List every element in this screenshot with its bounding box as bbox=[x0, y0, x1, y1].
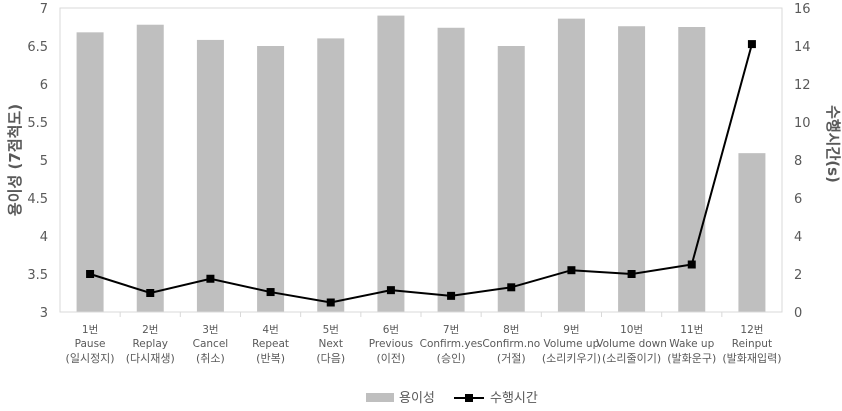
line-point-7 bbox=[447, 291, 456, 300]
x-label-number: 8번 bbox=[503, 324, 519, 336]
line-point-9 bbox=[567, 266, 576, 275]
x-label-name: Replay bbox=[132, 338, 168, 350]
bar-6 bbox=[377, 15, 405, 312]
bar-3 bbox=[196, 39, 224, 313]
legend: 용이성 수행시간 bbox=[366, 390, 538, 406]
legend-line-marker bbox=[465, 394, 473, 402]
x-label-number: 6번 bbox=[383, 324, 399, 336]
x-label-number: 4번 bbox=[262, 324, 278, 336]
line-series-path bbox=[89, 43, 753, 304]
left-tick-label: 4 bbox=[40, 230, 48, 245]
line-series-group bbox=[86, 40, 756, 307]
bar-series-group bbox=[76, 15, 766, 313]
bar-5 bbox=[317, 38, 345, 313]
bar-11 bbox=[678, 27, 706, 312]
x-label-name: Cancel bbox=[193, 338, 229, 350]
right-tick-label: 0 bbox=[794, 306, 802, 321]
bar-7 bbox=[437, 27, 465, 312]
plot-frame bbox=[59, 7, 783, 317]
x-label-korean: (소리줄이기) bbox=[602, 352, 661, 365]
legend-bar-swatch bbox=[366, 393, 394, 402]
bar-12 bbox=[738, 153, 766, 312]
x-label-name: Confirm.yes bbox=[420, 338, 483, 350]
right-tick-label: 2 bbox=[794, 268, 802, 283]
right-tick-label: 16 bbox=[794, 2, 811, 17]
x-label-korean: (승인) bbox=[437, 352, 466, 365]
x-label-korean: (다시재생) bbox=[126, 352, 175, 365]
x-label-number: 3번 bbox=[202, 324, 218, 336]
x-label-korean: (발화운구) bbox=[667, 352, 716, 365]
right-tick-label: 8 bbox=[794, 154, 802, 169]
x-label-korean: (이전) bbox=[377, 352, 406, 365]
left-tick-label: 3 bbox=[40, 306, 48, 321]
right-tick-label: 14 bbox=[794, 40, 811, 55]
left-tick-label: 6.5 bbox=[27, 40, 48, 55]
x-label-korean: (발화재입력) bbox=[722, 352, 781, 365]
line-point-12 bbox=[747, 40, 756, 49]
x-label-number: 12번 bbox=[740, 324, 763, 336]
x-label-number: 10번 bbox=[620, 324, 643, 336]
x-label-number: 9번 bbox=[563, 324, 579, 336]
line-point-1 bbox=[86, 270, 95, 278]
x-label-korean: (소리키우기) bbox=[542, 352, 601, 365]
bar-8 bbox=[497, 46, 525, 312]
right-tick-label: 6 bbox=[794, 192, 802, 207]
right-tick-label: 10 bbox=[794, 116, 811, 131]
left-tick-label: 4.5 bbox=[27, 192, 48, 207]
left-tick-label: 5 bbox=[40, 154, 48, 169]
x-label-number: 7번 bbox=[443, 324, 459, 336]
left-axis-ticks: 3 3.5 4 4.5 5 5.5 6 6.5 7 bbox=[27, 2, 48, 321]
bar-10 bbox=[618, 26, 646, 313]
right-tick-label: 4 bbox=[794, 230, 802, 245]
right-tick-label: 12 bbox=[794, 78, 811, 93]
left-tick-label: 7 bbox=[40, 2, 48, 17]
x-label-name: Reinput bbox=[732, 338, 772, 350]
right-axis-ticks: 0 2 4 6 8 10 12 14 16 bbox=[794, 2, 811, 321]
left-tick-label: 6 bbox=[40, 78, 48, 93]
x-label-korean: (거절) bbox=[497, 352, 526, 365]
x-label-name: Repeat bbox=[252, 338, 289, 350]
left-axis-title: 용이성 (7점척도) bbox=[6, 104, 24, 216]
x-label-name: Previous bbox=[369, 338, 413, 350]
legend-line-label: 수행시간 bbox=[490, 390, 538, 406]
x-label-number: 2번 bbox=[142, 324, 158, 336]
x-label-korean: (취소) bbox=[196, 352, 225, 365]
line-point-8 bbox=[507, 283, 516, 292]
bar-1 bbox=[76, 32, 104, 312]
x-label-name: Next bbox=[319, 338, 343, 350]
x-label-name: Volume down bbox=[596, 338, 667, 350]
left-tick-label: 3.5 bbox=[27, 268, 48, 283]
x-label-name: Pause bbox=[75, 338, 106, 350]
x-label-name: Volume up bbox=[544, 338, 600, 350]
x-label-number: 11번 bbox=[680, 324, 703, 336]
x-label-number: 5번 bbox=[323, 324, 339, 336]
bar-2 bbox=[136, 24, 164, 312]
line-point-5 bbox=[326, 298, 335, 307]
x-label-korean: (반복) bbox=[256, 352, 285, 365]
line-point-3 bbox=[206, 274, 215, 283]
x-label-name: Confirm.no bbox=[482, 338, 540, 350]
x-axis-labels: 1번 Pause(일시정지) 2번 Replay (다시재생) 3번 Cancel (취소) 4… bbox=[66, 324, 782, 365]
line-point-11 bbox=[687, 260, 696, 269]
right-axis-title: 수행시간(s) bbox=[824, 105, 842, 183]
line-point-10 bbox=[627, 270, 636, 278]
legend-bar-label: 용이성 bbox=[399, 391, 435, 406]
bar-9 bbox=[557, 18, 585, 312]
line-point-4 bbox=[266, 288, 275, 297]
x-label-korean: (다음) bbox=[316, 352, 345, 365]
line-point-2 bbox=[146, 289, 155, 297]
left-tick-label: 5.5 bbox=[27, 116, 48, 131]
bar-4 bbox=[257, 46, 285, 312]
line-point-6 bbox=[386, 286, 395, 295]
x-label-korean: (일시정지) bbox=[66, 351, 115, 365]
x-label-name: Wake up bbox=[669, 338, 714, 350]
x-label-number: 1번 bbox=[82, 324, 98, 336]
